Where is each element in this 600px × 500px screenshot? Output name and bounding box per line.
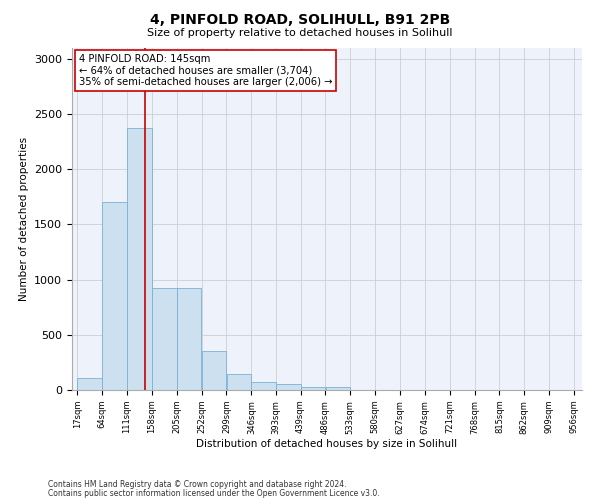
Text: Size of property relative to detached houses in Solihull: Size of property relative to detached ho… (147, 28, 453, 38)
Y-axis label: Number of detached properties: Number of detached properties (19, 136, 29, 301)
Bar (152, 288, 176, 390)
X-axis label: Distribution of detached houses by size in Solihull: Distribution of detached houses by size … (196, 440, 458, 450)
Bar (127, 128, 152, 390)
Bar (251, 382, 276, 390)
Text: Contains public sector information licensed under the Open Government Licence v3: Contains public sector information licen… (48, 488, 380, 498)
Text: 4, PINFOLD ROAD, SOLIHULL, B91 2PB: 4, PINFOLD ROAD, SOLIHULL, B91 2PB (150, 12, 450, 26)
Bar (102, 202, 127, 390)
Text: 4 PINFOLD ROAD: 145sqm
← 64% of detached houses are smaller (3,704)
35% of semi-: 4 PINFOLD ROAD: 145sqm ← 64% of detached… (79, 54, 332, 88)
Text: Contains HM Land Registry data © Crown copyright and database right 2024.: Contains HM Land Registry data © Crown c… (48, 480, 347, 489)
Bar (326, 386, 350, 390)
Bar (227, 374, 251, 390)
Bar (301, 386, 325, 390)
Bar (177, 288, 202, 390)
Bar (77, 378, 102, 390)
Bar (277, 384, 301, 390)
Bar (202, 352, 226, 390)
